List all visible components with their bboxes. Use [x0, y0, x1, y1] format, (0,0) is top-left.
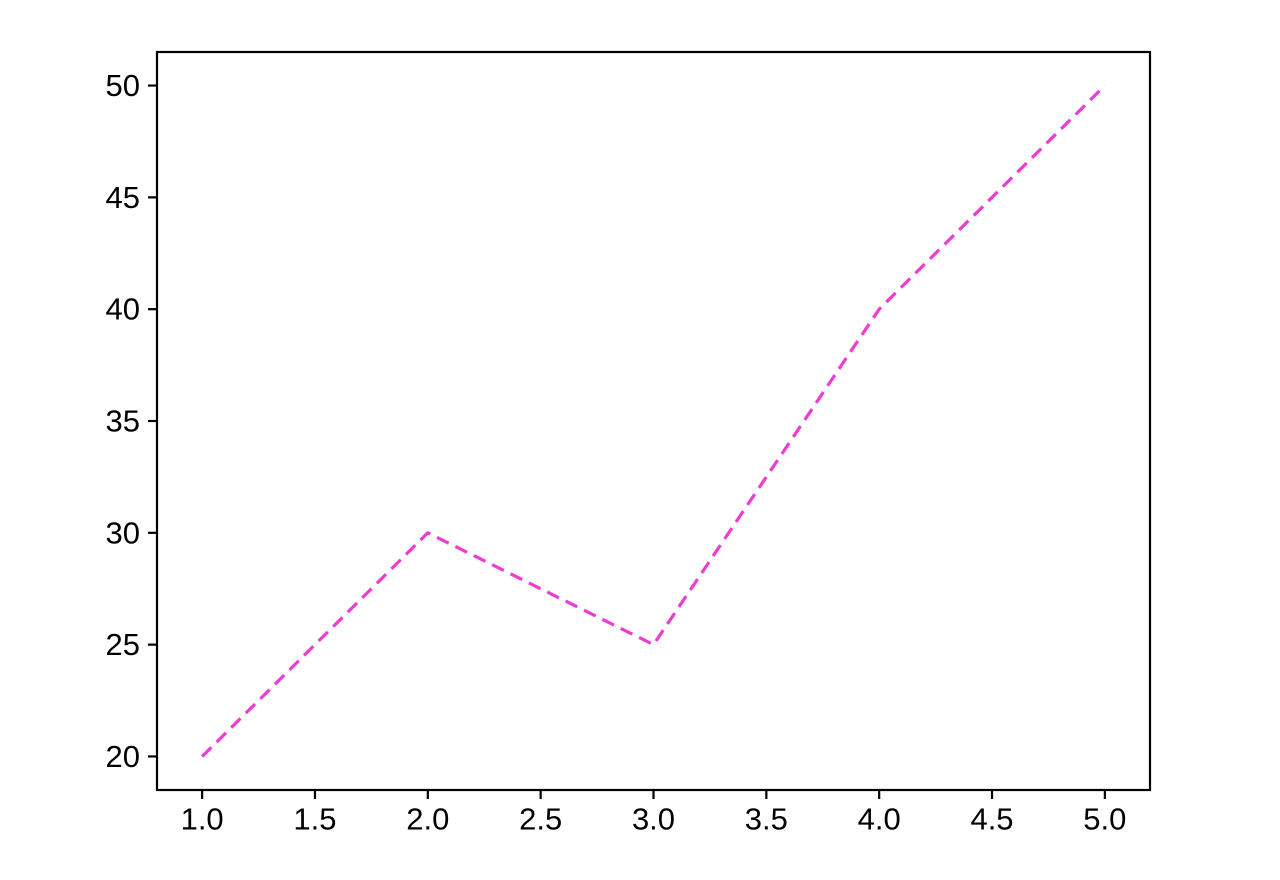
y-tick-label: 40 [106, 292, 140, 327]
y-axis-ticks: 20 25 30 35 40 45 50 [106, 68, 157, 774]
plot-area [155, 50, 1152, 792]
x-axis-ticks: 1.0 1.5 2.0 2.5 3.0 3.5 4.0 4.5 5.0 [181, 790, 1126, 836]
y-tick-label: 20 [106, 739, 140, 774]
y-tick-label: 25 [106, 627, 140, 662]
data-series [201, 84, 1106, 758]
series-line [201, 84, 1106, 758]
x-tick-label: 1.5 [293, 801, 336, 836]
x-tick-label: 3.0 [632, 801, 675, 836]
y-tick-label: 45 [106, 180, 140, 215]
x-tick-label: 4.5 [970, 801, 1013, 836]
x-tick-label: 2.0 [406, 801, 449, 836]
plot-border [155, 50, 1152, 792]
x-tick-label: 1.0 [181, 801, 224, 836]
y-tick-label: 50 [106, 68, 140, 103]
y-tick-label: 35 [106, 404, 140, 439]
x-tick-label: 3.5 [745, 801, 788, 836]
x-tick-label: 2.5 [519, 801, 562, 836]
y-tick-label: 30 [106, 515, 140, 550]
x-tick-label: 5.0 [1083, 801, 1126, 836]
x-tick-label: 4.0 [858, 801, 901, 836]
